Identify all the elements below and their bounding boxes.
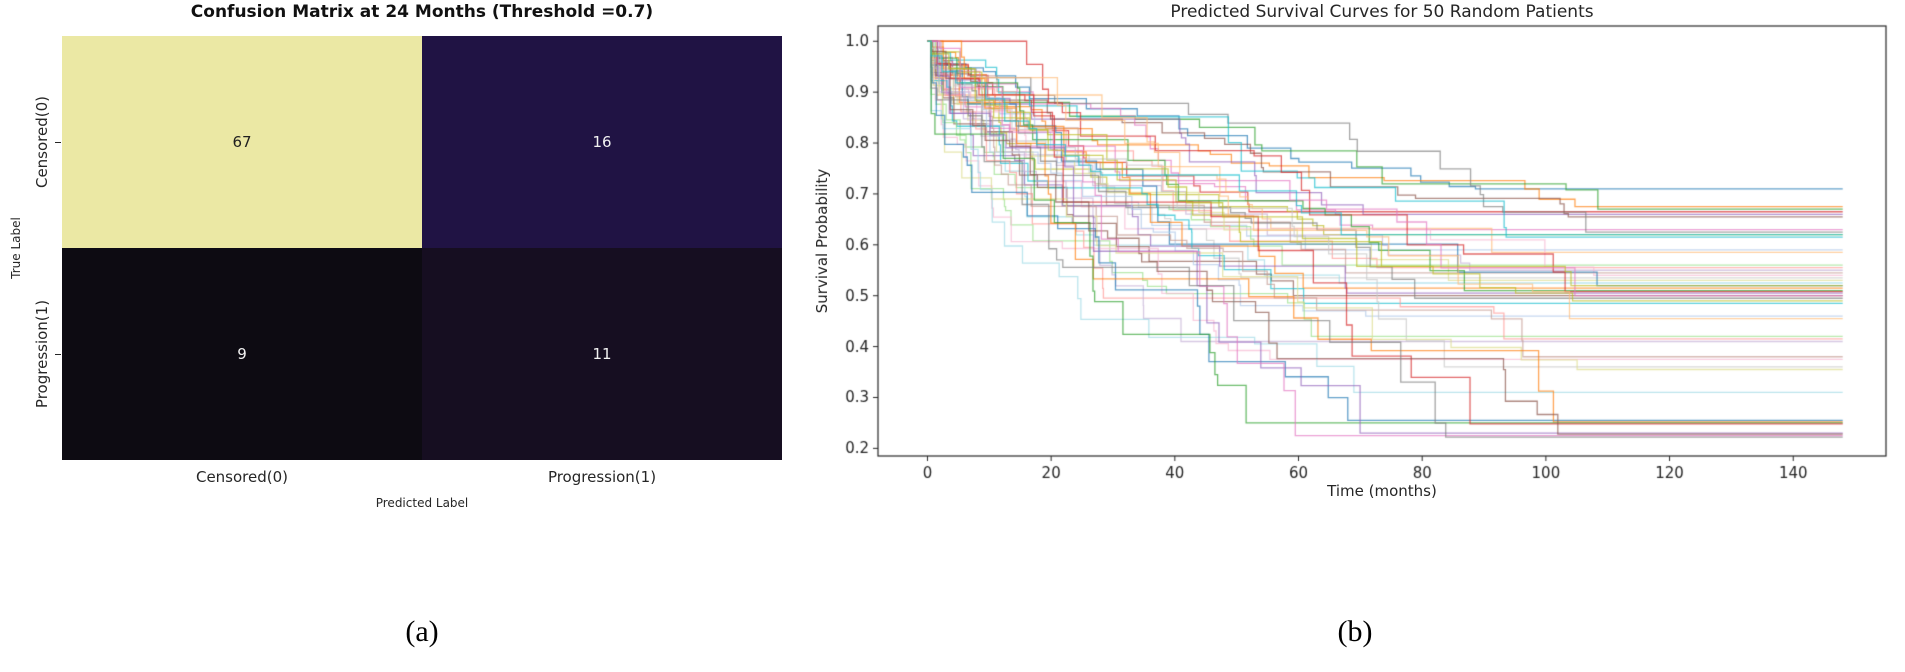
cm-value: 11 [592,345,612,363]
x-tick-label-censored: Censored(0) [195,468,289,486]
y-axis-label: True Label [9,217,23,279]
x-axis-label: Time (months) [1327,482,1437,500]
survival-curves-canvas [808,0,1898,520]
confusion-matrix-title: Confusion Matrix at 24 Months (Threshold… [190,2,654,22]
x-tick-label-progression: Progression(1) [547,468,657,486]
cm-value: 67 [232,133,252,151]
cm-value: 9 [237,345,247,363]
survival-curves-panel: Predicted Survival Curves for 50 Random … [808,0,1903,672]
cm-cell-true-censored-pred-progression: 16 [422,36,782,248]
caption-b: (b) [1337,615,1373,648]
x-axis-label: Predicted Label [375,496,469,510]
cm-cell-true-progression-pred-progression: 11 [422,248,782,460]
confusion-matrix-panel: Confusion Matrix at 24 Months (Threshold… [0,0,805,672]
y-tickmark [55,354,61,355]
y-tickmark [55,142,61,143]
y-tick-label-progression: Progression(1) [33,299,51,409]
caption-a: (a) [405,615,439,648]
cm-cell-true-progression-pred-censored: 9 [62,248,422,460]
confusion-matrix-heatmap: 67 16 9 11 [62,36,782,460]
cm-cell-true-censored-pred-censored: 67 [62,36,422,248]
y-axis-label: Survival Probability [813,168,831,314]
cm-value: 16 [592,133,612,151]
y-tick-label-censored: Censored(0) [33,95,51,189]
